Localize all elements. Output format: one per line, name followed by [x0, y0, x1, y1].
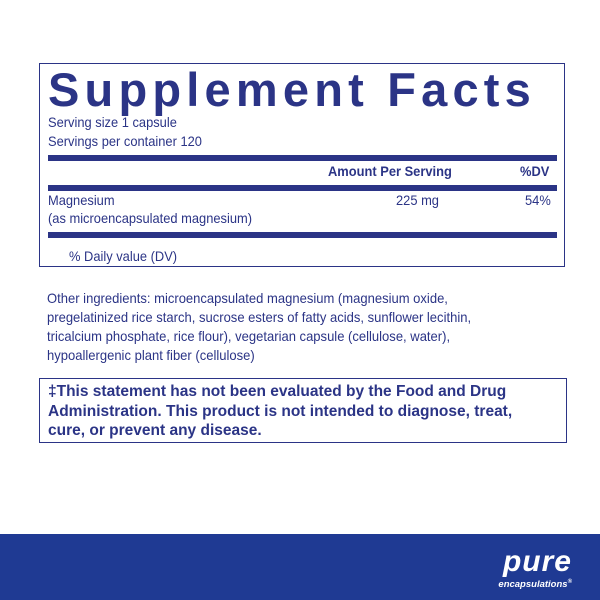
divider	[48, 232, 557, 238]
panel-title: Supplement Facts	[48, 63, 537, 116]
servings-per-container: Servings per container 120	[48, 133, 202, 149]
disclaimer-line: Administration. This product is not inte…	[48, 402, 513, 420]
nutrient-source: (as microencapsulated magnesium)	[48, 210, 253, 226]
dv-header: %DV	[520, 163, 550, 179]
other-ingredients: Other ingredients: microencapsulated mag…	[47, 289, 568, 365]
brand-logo: pure encapsulations®	[498, 545, 572, 591]
logo-subtitle: encapsulations	[498, 579, 568, 591]
supplement-facts-panel: Supplement Facts Serving size 1 capsule …	[39, 63, 565, 267]
divider	[48, 185, 557, 191]
disclaimer-line: cure, or prevent any disease.	[48, 422, 262, 439]
divider	[48, 155, 557, 161]
amount-header: Amount Per Serving	[328, 163, 452, 179]
dv-footnote: % Daily value (DV)	[69, 248, 178, 264]
fda-disclaimer: ‡This statement has not been evaluated b…	[39, 378, 567, 443]
logo-wordmark: pure	[502, 545, 572, 578]
ingredients-line: pregelatinized rice starch, sucrose este…	[47, 309, 472, 325]
registered-mark: ®	[567, 579, 572, 585]
serving-size: Serving size 1 capsule	[48, 114, 177, 130]
disclaimer-line: ‡This statement has not been evaluated b…	[48, 383, 507, 400]
ingredients-line: tricalcium phosphate, rice flour), veget…	[47, 328, 451, 344]
nutrient-amount: 225 mg	[396, 192, 439, 208]
ingredients-line: Other ingredients: microencapsulated mag…	[47, 290, 448, 306]
ingredients-line: hypoallergenic plant fiber (cellulose)	[47, 347, 255, 363]
brand-footer: pure encapsulations®	[0, 534, 600, 600]
nutrient-dv: 54%	[525, 192, 551, 208]
nutrient-name: Magnesium	[48, 192, 115, 208]
